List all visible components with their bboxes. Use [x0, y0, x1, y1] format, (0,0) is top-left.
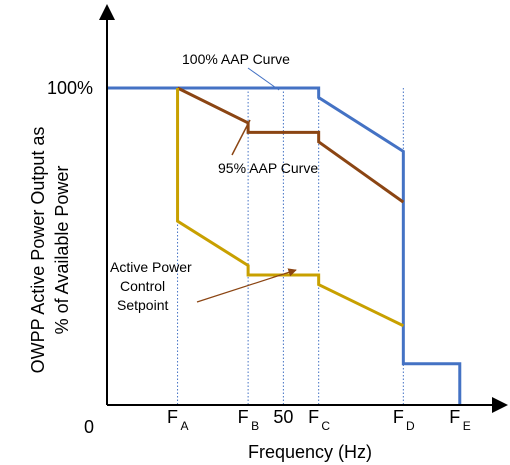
- x-tick-fa: F: [167, 407, 178, 427]
- x-tick-fe-subscript: E: [463, 419, 471, 433]
- x-tick-fe: F: [449, 407, 460, 427]
- curve-active-power-control-setpoint: [176, 88, 404, 328]
- x-tick-fb: F: [238, 407, 249, 427]
- y-marker-100-label: 100%: [47, 78, 93, 98]
- x-tick-fd-subscript: D: [406, 419, 415, 433]
- annotation-setpoint-line3: Setpoint: [117, 297, 168, 313]
- y-axis-title: OWPP Active Power Output as % of Availab…: [28, 127, 72, 374]
- curves: [107, 86, 462, 405]
- curve-95-aap-curve: [176, 86, 405, 204]
- annotation-100-aap: 100% AAP Curve: [182, 51, 290, 67]
- annotation-setpoint-line1: Active Power: [110, 259, 192, 275]
- x-tick-fc-subscript: C: [321, 419, 330, 433]
- x-axis-label: Frequency (Hz): [248, 442, 372, 462]
- annotation-95-aap-pointer: [231, 119, 251, 156]
- x-tick-fd: F: [393, 407, 404, 427]
- x-tick-labels: F A F B 50 F C F D F E: [167, 407, 471, 433]
- x-tick-fb-subscript: B: [251, 419, 259, 433]
- y-axis-label-line1: OWPP Active Power Output as: [28, 127, 48, 374]
- curve-100-aap-curve: [107, 86, 462, 405]
- y-axis-label-line2: % of Available Power: [52, 166, 72, 335]
- guide-lines: [177, 88, 404, 405]
- annotation-setpoint-arrow: [196, 268, 297, 303]
- x-tick-fa-subscript: A: [181, 419, 189, 433]
- annotation-100-aap-pointer: [247, 67, 280, 91]
- annotation-setpoint-line2: Control: [120, 278, 165, 294]
- x-tick-50: 50: [273, 407, 293, 427]
- annotation-95-aap: 95% AAP Curve: [218, 160, 318, 176]
- x-tick-fc: F: [308, 407, 319, 427]
- origin-label: 0: [84, 417, 94, 437]
